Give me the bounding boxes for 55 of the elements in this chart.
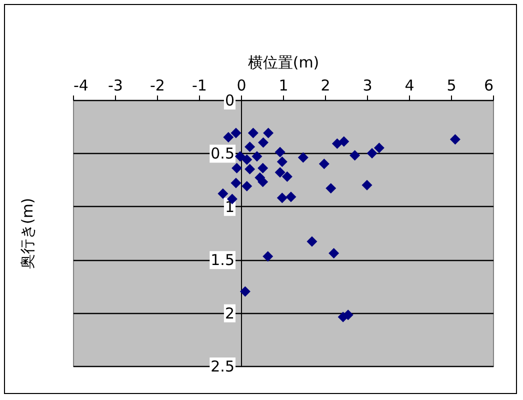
point — [274, 167, 286, 178]
x-tick-label: 6 — [484, 76, 494, 94]
x-tick-label: 0 — [236, 76, 246, 94]
point — [242, 154, 252, 165]
x-tick-label: -3 — [108, 76, 123, 94]
x-tick-label: 1 — [278, 76, 288, 94]
point — [374, 142, 384, 154]
x-tick-label: 5 — [446, 76, 456, 94]
y-axis-title: 奥行き(m) — [18, 198, 36, 270]
point — [326, 183, 336, 194]
x-tick-label: 3 — [362, 76, 372, 94]
point — [276, 156, 288, 167]
x-tick-label: -1 — [192, 76, 207, 94]
point — [244, 142, 256, 152]
point — [230, 128, 242, 138]
point — [244, 164, 256, 174]
x-tick-label: 2 — [320, 76, 330, 94]
point — [286, 192, 296, 202]
point — [240, 286, 250, 297]
point — [218, 188, 228, 199]
point — [362, 180, 372, 190]
point — [263, 128, 274, 138]
point — [366, 148, 378, 158]
y-tick-label: 1 — [224, 198, 234, 216]
x-tick-label: -4 — [74, 76, 88, 94]
point — [223, 132, 234, 142]
point — [282, 171, 292, 182]
point — [232, 162, 242, 174]
point — [306, 236, 318, 247]
point — [318, 158, 330, 170]
point — [230, 178, 242, 188]
point — [274, 146, 286, 158]
point — [234, 151, 246, 162]
x-axis-title: 横位置(m) — [248, 54, 320, 72]
point — [328, 248, 340, 258]
point — [258, 162, 268, 174]
y-tick-label: 0 — [224, 92, 234, 110]
point — [350, 150, 360, 161]
y-tick-label: 0.5 — [210, 144, 234, 163]
point — [262, 251, 274, 262]
y-tick-label: 1.5 — [210, 251, 234, 270]
point — [332, 138, 342, 149]
y-tick-label: 2.5 — [210, 358, 234, 376]
x-tick-label: 4 — [404, 76, 414, 94]
point — [276, 192, 288, 204]
point — [248, 128, 258, 138]
point — [338, 136, 350, 147]
point — [252, 151, 262, 162]
point — [298, 152, 308, 163]
point — [242, 180, 252, 192]
point — [258, 176, 268, 188]
point — [258, 137, 269, 148]
x-tick-label: -2 — [150, 76, 165, 94]
y-tick-label: 2 — [224, 304, 234, 322]
point — [450, 134, 460, 145]
